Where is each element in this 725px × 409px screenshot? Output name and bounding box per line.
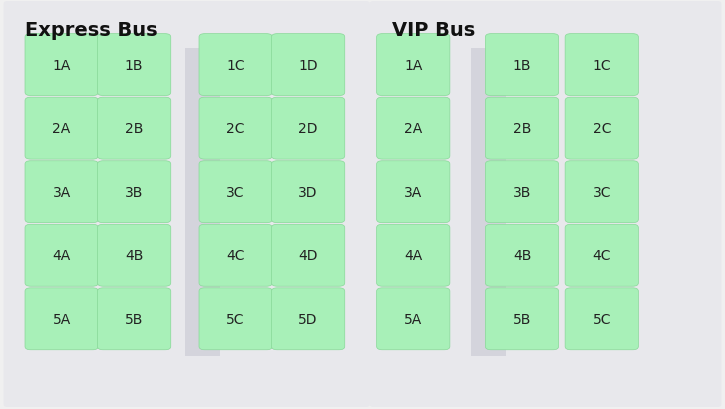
FancyBboxPatch shape <box>4 2 370 407</box>
Text: 5B: 5B <box>513 312 531 326</box>
Text: 1D: 1D <box>298 58 318 72</box>
FancyBboxPatch shape <box>199 288 273 350</box>
FancyBboxPatch shape <box>566 225 639 286</box>
FancyBboxPatch shape <box>377 34 450 97</box>
FancyBboxPatch shape <box>25 288 99 350</box>
Text: 2A: 2A <box>404 122 423 136</box>
Bar <box>185 49 220 356</box>
FancyBboxPatch shape <box>377 288 450 350</box>
Text: 1B: 1B <box>125 58 144 72</box>
Text: 4D: 4D <box>299 249 318 263</box>
Text: 3B: 3B <box>513 185 531 199</box>
FancyBboxPatch shape <box>271 34 345 97</box>
FancyBboxPatch shape <box>377 161 450 223</box>
FancyBboxPatch shape <box>25 161 99 223</box>
FancyBboxPatch shape <box>377 225 450 286</box>
Text: 2A: 2A <box>52 122 71 136</box>
Text: 5B: 5B <box>125 312 144 326</box>
Text: 4A: 4A <box>404 249 423 263</box>
Text: 5A: 5A <box>52 312 71 326</box>
FancyBboxPatch shape <box>271 288 345 350</box>
FancyBboxPatch shape <box>97 98 170 160</box>
FancyBboxPatch shape <box>25 98 99 160</box>
FancyBboxPatch shape <box>199 161 273 223</box>
Bar <box>471 49 506 356</box>
FancyBboxPatch shape <box>97 288 170 350</box>
Text: 4B: 4B <box>125 249 144 263</box>
Text: 4C: 4C <box>226 249 245 263</box>
Text: 5D: 5D <box>299 312 318 326</box>
Text: 1A: 1A <box>404 58 423 72</box>
FancyBboxPatch shape <box>97 225 170 286</box>
Text: 2B: 2B <box>125 122 144 136</box>
Text: 5C: 5C <box>592 312 611 326</box>
Text: 3C: 3C <box>226 185 245 199</box>
Text: 3D: 3D <box>299 185 318 199</box>
FancyBboxPatch shape <box>199 225 273 286</box>
Text: 5C: 5C <box>226 312 245 326</box>
FancyBboxPatch shape <box>271 98 345 160</box>
Text: 3A: 3A <box>52 185 71 199</box>
Text: 1C: 1C <box>592 58 611 72</box>
Text: 4B: 4B <box>513 249 531 263</box>
Text: 1A: 1A <box>52 58 71 72</box>
Text: VIP Bus: VIP Bus <box>392 20 475 39</box>
FancyBboxPatch shape <box>271 225 345 286</box>
FancyBboxPatch shape <box>199 34 273 97</box>
FancyBboxPatch shape <box>566 288 639 350</box>
FancyBboxPatch shape <box>486 34 558 97</box>
Text: 1C: 1C <box>226 58 245 72</box>
Text: 5A: 5A <box>404 312 423 326</box>
FancyBboxPatch shape <box>370 2 721 407</box>
FancyBboxPatch shape <box>97 161 170 223</box>
FancyBboxPatch shape <box>486 225 558 286</box>
FancyBboxPatch shape <box>566 161 639 223</box>
FancyBboxPatch shape <box>486 161 558 223</box>
Text: 4C: 4C <box>592 249 611 263</box>
Text: 2C: 2C <box>592 122 611 136</box>
FancyBboxPatch shape <box>486 288 558 350</box>
FancyBboxPatch shape <box>271 161 345 223</box>
Text: 1B: 1B <box>513 58 531 72</box>
FancyBboxPatch shape <box>25 34 99 97</box>
FancyBboxPatch shape <box>566 34 639 97</box>
Text: 4A: 4A <box>52 249 71 263</box>
Text: 3B: 3B <box>125 185 144 199</box>
Text: 2B: 2B <box>513 122 531 136</box>
Text: 2C: 2C <box>226 122 245 136</box>
FancyBboxPatch shape <box>199 98 273 160</box>
Text: 3A: 3A <box>404 185 423 199</box>
Text: Express Bus: Express Bus <box>25 20 158 39</box>
Text: 3C: 3C <box>592 185 611 199</box>
FancyBboxPatch shape <box>377 98 450 160</box>
FancyBboxPatch shape <box>566 98 639 160</box>
FancyBboxPatch shape <box>97 34 170 97</box>
FancyBboxPatch shape <box>25 225 99 286</box>
Text: 2D: 2D <box>299 122 318 136</box>
FancyBboxPatch shape <box>486 98 558 160</box>
